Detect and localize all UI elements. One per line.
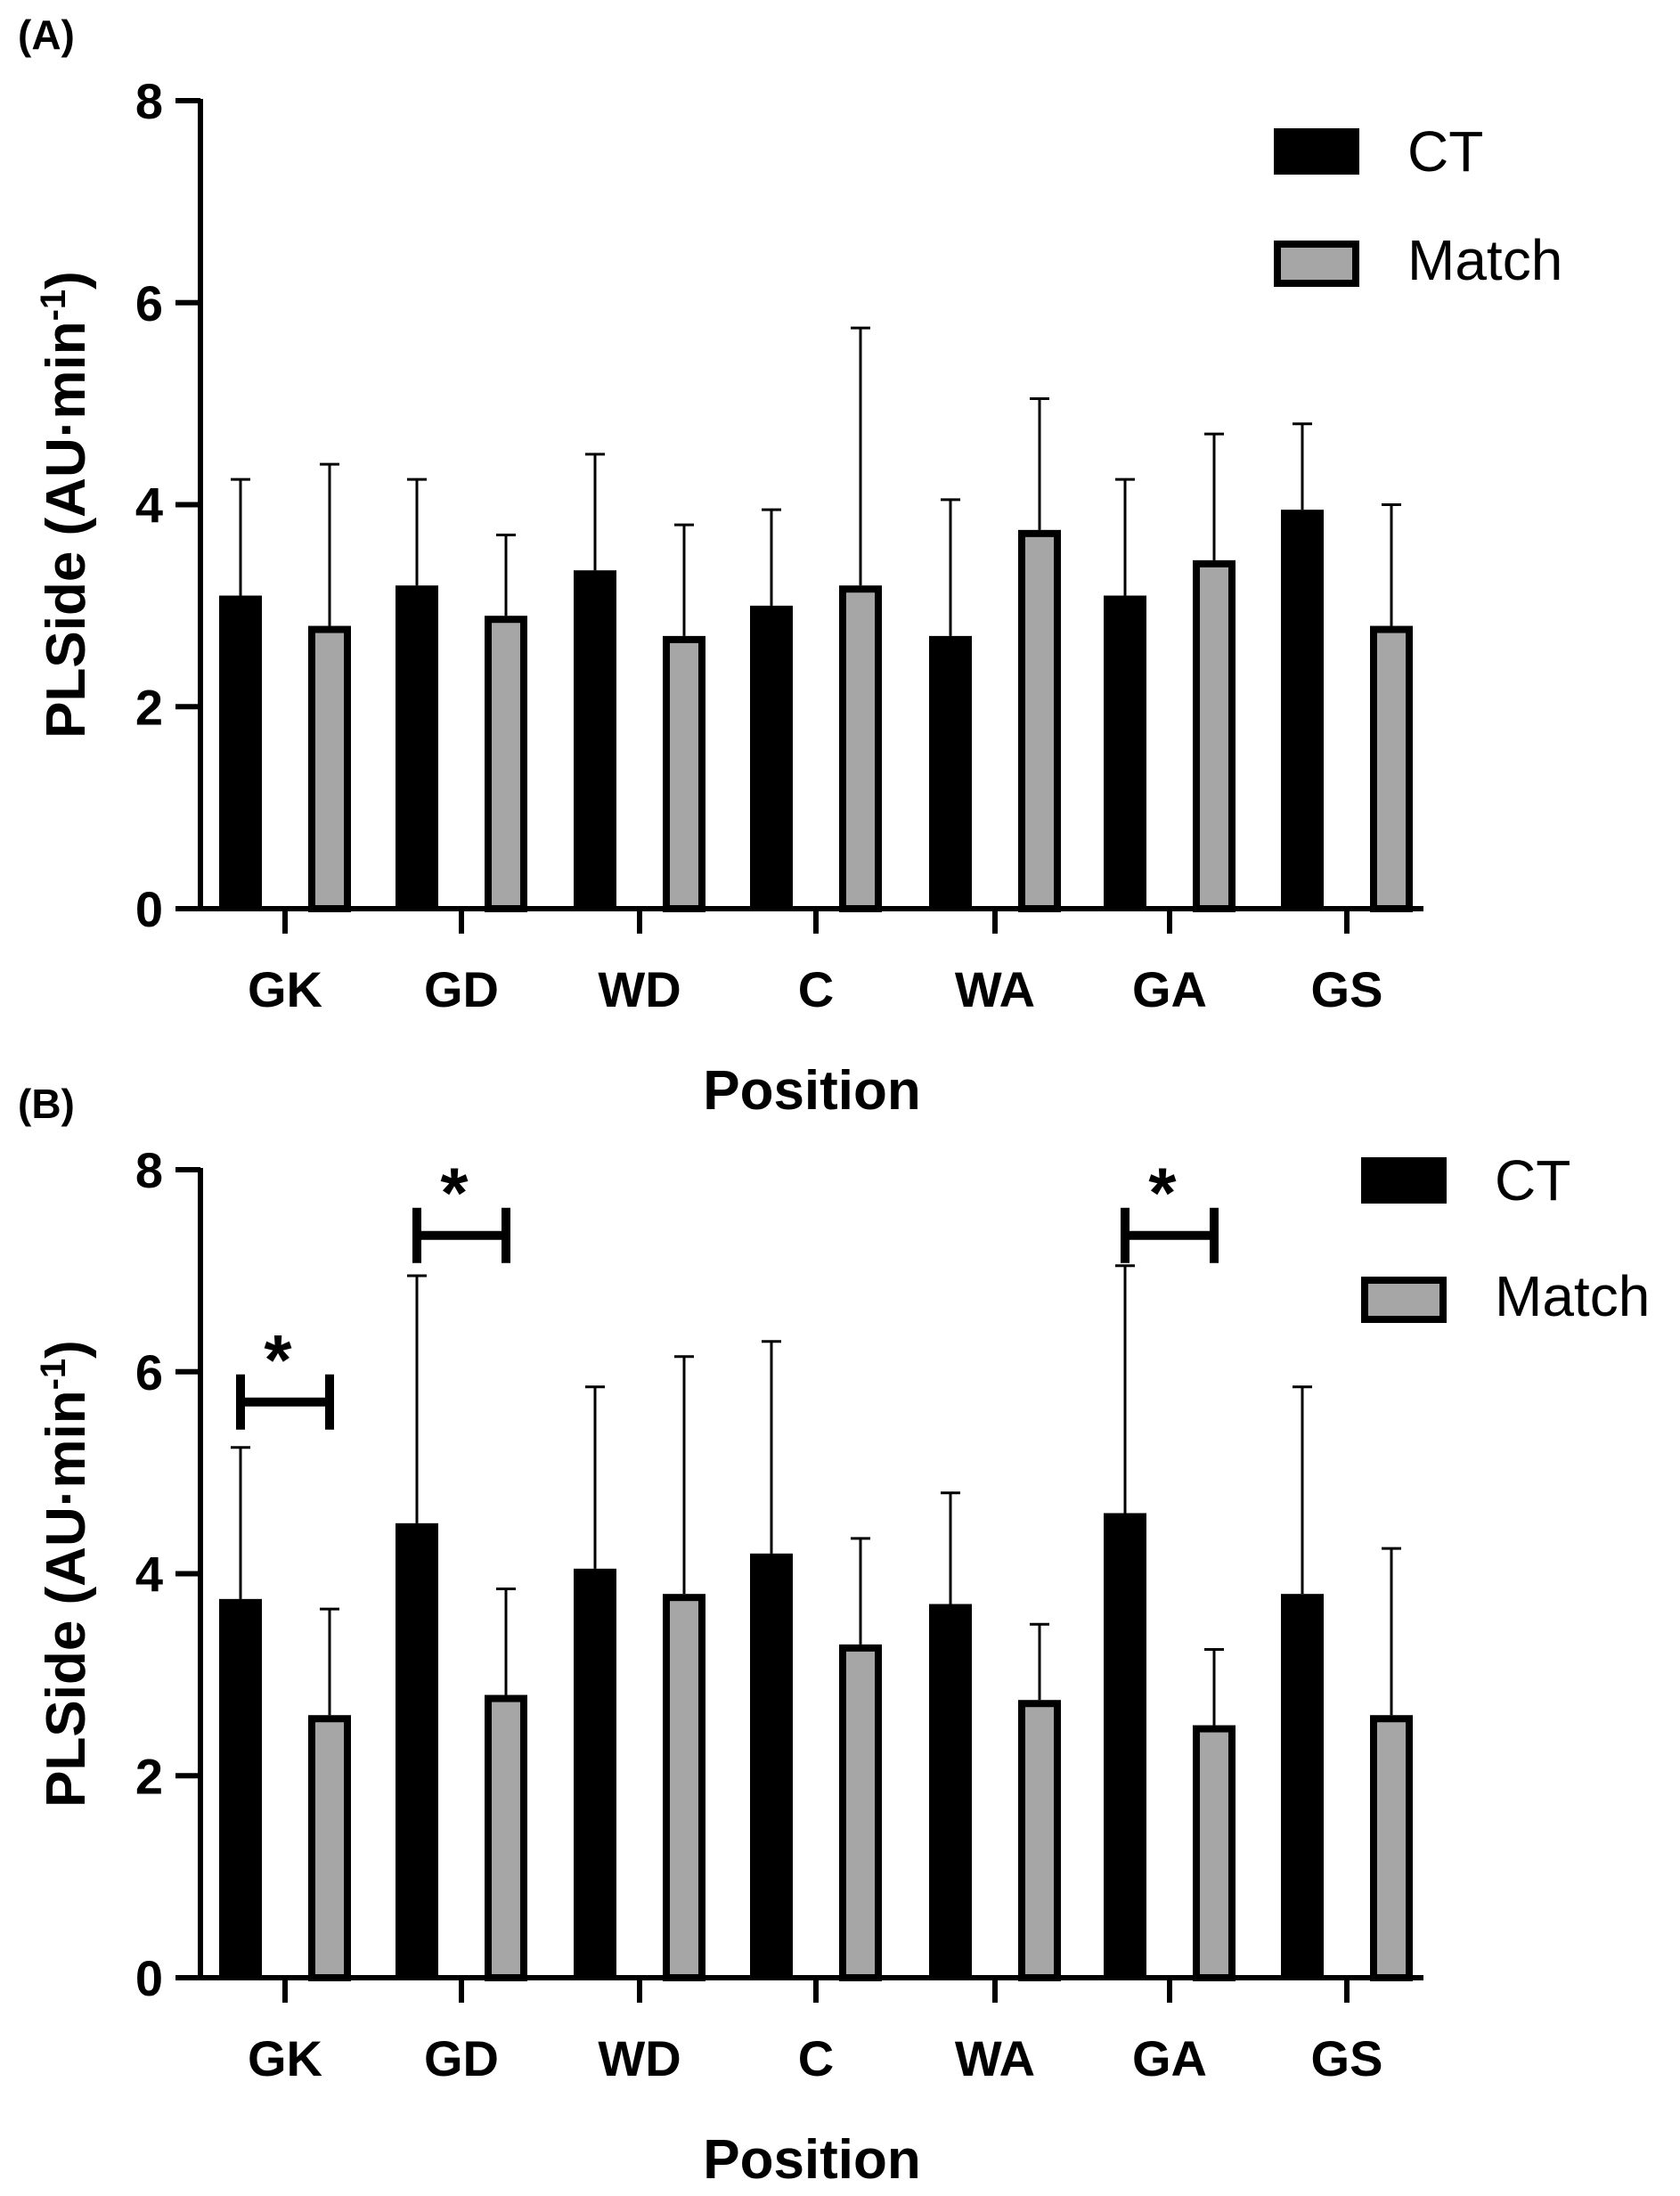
bar-match-gd [485, 1694, 527, 1982]
bar-ct-c [750, 605, 793, 909]
y-tick-label: 0 [135, 1950, 163, 2006]
bar-ct-ga [1104, 595, 1146, 909]
bar-ct-c [750, 1553, 793, 1978]
y-axis-title-close: ) [36, 271, 97, 290]
x-tick-label: GD [424, 961, 499, 1017]
panel-label: (A) [18, 12, 75, 58]
x-tick-label: GA [1132, 961, 1207, 1017]
legend-label-ct: CT [1407, 119, 1483, 184]
y-tick-label: 2 [135, 679, 163, 735]
significance-star: * [1148, 1154, 1177, 1233]
x-axis-title: Position [703, 2129, 921, 2191]
bar-ct-gd [396, 585, 438, 909]
y-tick-label: 0 [135, 881, 163, 937]
x-tick-label: GK [248, 961, 322, 1017]
y-axis-title-main: PLSide (AU·min [36, 321, 97, 738]
panel-label: (B) [18, 1081, 75, 1127]
x-tick-label: GS [1311, 2030, 1383, 2086]
bar-ct-wd [574, 570, 616, 909]
legend-label-match: Match [1495, 1264, 1650, 1328]
panel-b: (B) 0 2 4 6 8 GK GD WD C WA GA GS Position PLSide (AU·… [18, 1081, 1650, 2191]
x-tick-label: WD [598, 2030, 681, 2086]
x-tick-label: GD [424, 2030, 499, 2086]
bar-match-wa [1018, 1700, 1061, 1981]
bar-match-c [839, 1644, 882, 1982]
y-tick-label: 4 [135, 478, 163, 534]
bar-match-c [839, 585, 882, 912]
bar-match-wa [1018, 529, 1061, 912]
y-axis-title: PLSide (AU·min-1) [34, 1340, 97, 1808]
bar-match-ga [1193, 559, 1236, 912]
bar-match-wd [663, 635, 705, 912]
bar-ct-wa [929, 635, 972, 909]
x-tick-label: GK [248, 2030, 322, 2086]
y-axis-title: PLSide (AU·min-1) [34, 271, 97, 739]
bar-ct-wd [574, 1568, 616, 1978]
y-axis-title-main: PLSide (AU·min [36, 1390, 97, 1807]
y-axis-title-superscript: -1 [34, 1359, 73, 1391]
bar-match-gs [1370, 625, 1413, 912]
y-tick-label: 6 [135, 1344, 163, 1400]
x-tick-label: WD [598, 961, 681, 1017]
bar-ct-ga [1104, 1513, 1146, 1978]
panel-a: (A) 0 2 4 6 8 GK GD WD C WA GA GS Position PLSide (AU·… [18, 12, 1562, 1122]
bar-match-gk [308, 625, 351, 912]
x-tick-label: GA [1132, 2030, 1207, 2086]
x-tick-label: WA [955, 961, 1035, 1017]
y-tick-label: 8 [135, 73, 163, 129]
legend-swatch-match [1274, 241, 1359, 287]
x-axis-title: Position [703, 1060, 921, 1122]
y-tick-label: 4 [135, 1547, 163, 1603]
y-tick-label: 2 [135, 1748, 163, 1804]
bar-ct-gs [1281, 510, 1324, 909]
x-tick-label: WA [955, 2030, 1035, 2086]
bar-match-gd [485, 616, 527, 913]
legend-swatch-ct [1361, 1157, 1447, 1204]
y-tick-label: 8 [135, 1142, 163, 1198]
bar-match-gs [1370, 1715, 1413, 1981]
significance-star: * [440, 1154, 469, 1233]
x-tick-label: C [798, 2030, 834, 2086]
legend-label-ct: CT [1495, 1148, 1570, 1212]
bar-match-wd [663, 1594, 705, 1982]
legend-swatch-ct [1274, 128, 1359, 175]
bar-ct-gd [396, 1523, 438, 1978]
y-axis-title-close: ) [36, 1340, 97, 1359]
bar-ct-gk [219, 595, 262, 909]
bar-ct-gk [219, 1598, 262, 1978]
legend-swatch-match [1361, 1277, 1447, 1323]
x-tick-label: C [798, 961, 834, 1017]
legend-label-match: Match [1407, 228, 1562, 292]
y-axis-title-superscript: -1 [34, 290, 73, 322]
y-tick-label: 6 [135, 275, 163, 331]
x-tick-label: GS [1311, 961, 1383, 1017]
bar-match-gk [308, 1715, 351, 1981]
bar-ct-gs [1281, 1594, 1324, 1978]
significance-star: * [264, 1320, 292, 1400]
bar-ct-wa [929, 1604, 972, 1978]
bar-match-ga [1193, 1725, 1236, 1981]
